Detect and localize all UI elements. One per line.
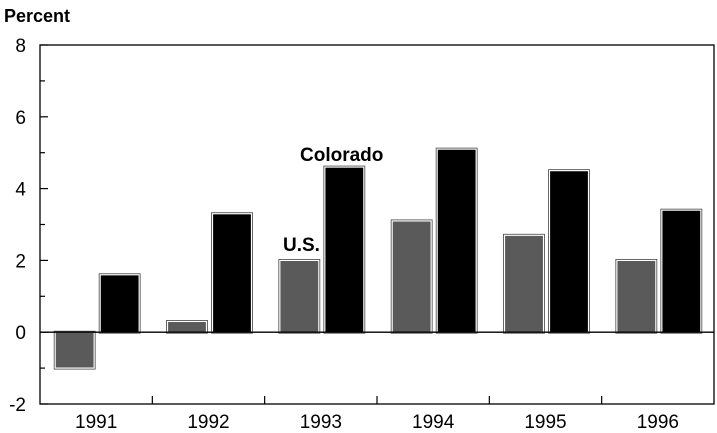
bar-colorado-1991 — [99, 274, 140, 333]
bar-outline-colorado-1993 — [323, 165, 366, 334]
bar-colorado-1994 — [436, 148, 477, 333]
x-tick-label-1992: 1992 — [187, 412, 229, 433]
bar-outline-us-1991 — [53, 330, 96, 370]
y-tick-label: -2 — [9, 395, 26, 416]
y-tick-label: 6 — [15, 108, 26, 129]
bar-outline-us-1992 — [166, 320, 208, 334]
x-tick-label-1994: 1994 — [412, 412, 455, 433]
y-axis-label: Percent — [4, 6, 70, 26]
bar-us-1991 — [54, 331, 95, 369]
axes-group — [39, 44, 715, 405]
x-tick-label-1993: 1993 — [300, 412, 342, 433]
bar-colorado-1993 — [324, 166, 365, 333]
y-tick-label: 0 — [15, 323, 26, 344]
bar-outline-us-1993 — [278, 258, 321, 334]
bar-us-1996 — [616, 259, 657, 333]
bar-us-1993 — [279, 259, 320, 333]
series-label-colorado: Colorado — [300, 145, 383, 166]
x-tick-label-1995: 1995 — [524, 412, 566, 433]
bar-us-1994 — [391, 220, 432, 333]
plot-frame — [39, 44, 715, 405]
bar-us-1995 — [503, 234, 545, 333]
x-tick-label-1991: 1991 — [75, 412, 117, 433]
bar-colorado-1995 — [548, 170, 590, 333]
bar-outline-colorado-1992 — [211, 212, 253, 334]
bar-outline-colorado-1991 — [98, 273, 141, 334]
y-tick-label: 8 — [15, 36, 26, 57]
bars-group — [53, 147, 703, 370]
bar-us-1992 — [166, 320, 208, 333]
x-tick-label-1996: 1996 — [637, 412, 679, 433]
bar-colorado-1996 — [661, 209, 702, 333]
bar-outline-us-1996 — [615, 258, 658, 334]
x-ticks-group: 1991 1992 1993 1994 1995 1996 — [75, 412, 679, 433]
series-label-us: U.S. — [283, 235, 320, 256]
y-ticks-group: 8 6 4 2 0 -2 — [9, 36, 26, 416]
bar-outline-colorado-1995 — [548, 169, 590, 334]
y-tick-label: 2 — [15, 251, 26, 272]
bar-outline-colorado-1996 — [660, 208, 703, 334]
y-tick-label: 4 — [15, 180, 26, 201]
bar-outline-us-1995 — [503, 233, 545, 334]
bar-outline-us-1994 — [390, 219, 433, 334]
bar-colorado-1992 — [211, 213, 253, 333]
bar-outline-colorado-1994 — [435, 147, 478, 334]
